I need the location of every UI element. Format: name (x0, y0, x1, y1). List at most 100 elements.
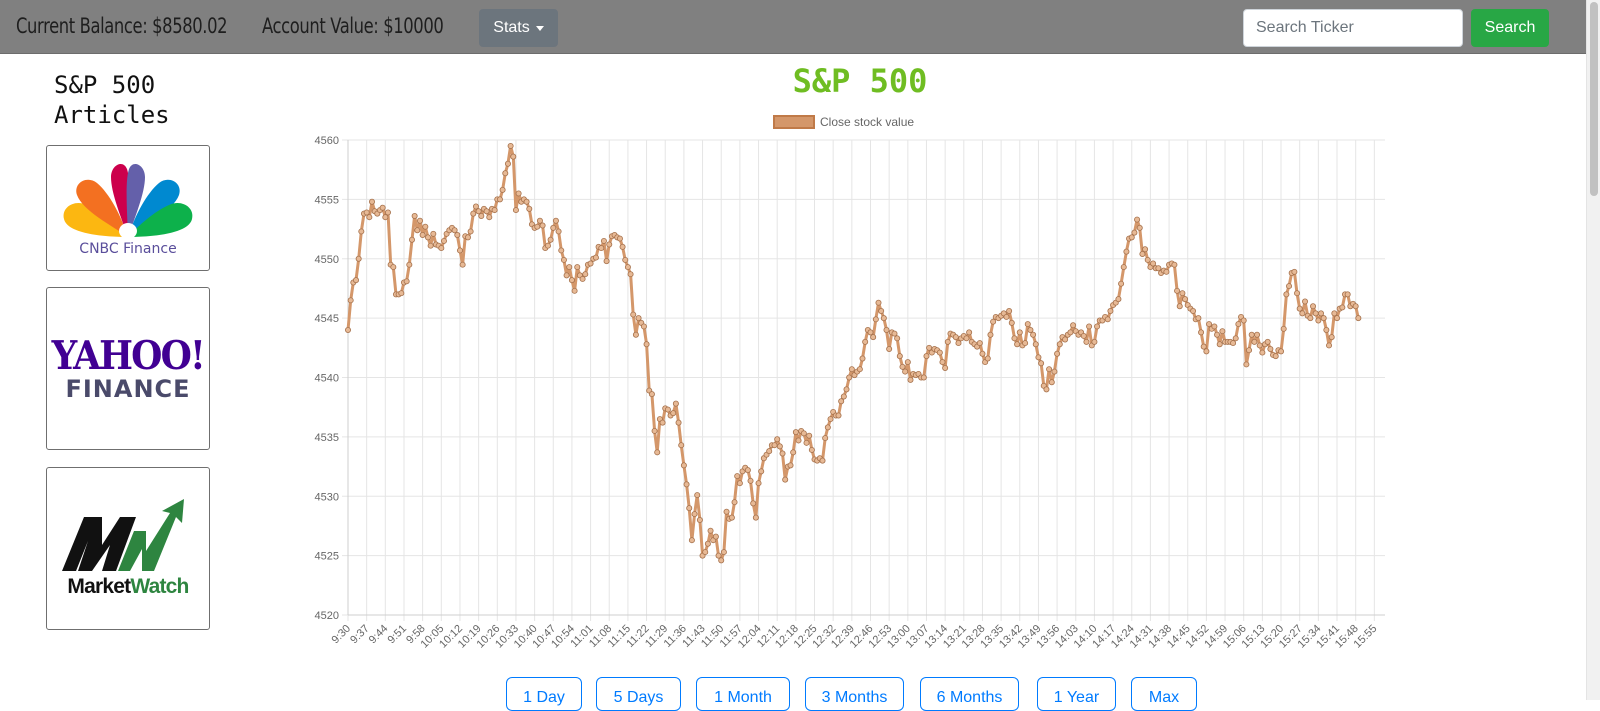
data-point (1211, 323, 1218, 330)
data-point (539, 222, 546, 229)
data-point (1027, 326, 1034, 333)
data-point (414, 227, 421, 234)
cnbc-peacock-logo-icon (63, 163, 193, 239)
data-point (771, 442, 778, 449)
range-button-3-months[interactable]: 3 Months (805, 677, 904, 711)
data-point (1320, 315, 1327, 322)
data-point (827, 416, 834, 423)
data-point (883, 326, 890, 333)
data-point (1230, 340, 1237, 347)
cnbc-finance-link[interactable]: CNBC Finance (46, 145, 210, 271)
data-point (454, 232, 461, 239)
data-point (456, 247, 463, 254)
data-point (416, 217, 423, 224)
range-button-1-month[interactable]: 1 Month (696, 677, 790, 711)
yahoo-finance-link[interactable]: YAHOO! FINANCE (46, 287, 210, 450)
data-point (920, 374, 927, 381)
data-point (582, 271, 589, 278)
data-point (560, 256, 567, 263)
data-point (603, 258, 610, 265)
data-point (1043, 386, 1050, 393)
data-point (1248, 331, 1255, 338)
data-point (688, 537, 695, 544)
data-point (440, 237, 447, 244)
data-point (752, 514, 759, 521)
account-value: Account Value: $10000 (262, 14, 444, 38)
data-point (976, 340, 983, 347)
range-button-6-months[interactable]: 6 Months (920, 677, 1019, 711)
data-point (643, 341, 650, 348)
data-point (859, 355, 866, 362)
data-point (555, 228, 562, 235)
data-point (619, 243, 626, 250)
data-point (1008, 319, 1015, 326)
data-point (422, 223, 429, 230)
data-point (1006, 307, 1013, 314)
data-point (718, 557, 725, 564)
data-point (630, 311, 637, 318)
search-button[interactable]: Search (1471, 9, 1549, 47)
data-point (1267, 345, 1274, 352)
data-point (512, 207, 519, 214)
data-point (795, 437, 802, 444)
data-point (723, 508, 730, 515)
data-point (598, 245, 605, 252)
marketwatch-link[interactable]: MarketWatch (46, 467, 210, 630)
data-point (774, 436, 781, 443)
data-point (651, 427, 658, 434)
data-point (510, 153, 517, 160)
data-point (758, 468, 765, 475)
data-point (382, 214, 389, 221)
marketwatch-label: MarketWatch (67, 574, 189, 599)
data-point (1118, 280, 1125, 287)
range-button-5-days[interactable]: 5 Days (596, 677, 681, 711)
marketwatch-label-watch: Watch (130, 574, 189, 598)
page-scrollbar[interactable] (1586, 0, 1600, 700)
data-point (379, 204, 386, 211)
range-button-1-year[interactable]: 1 Year (1037, 677, 1116, 711)
data-point (846, 374, 853, 381)
data-point (704, 540, 711, 547)
data-point (1355, 315, 1362, 322)
y-tick-label: 4540 (315, 373, 339, 385)
data-point (856, 366, 863, 373)
range-button-max[interactable]: Max (1131, 677, 1197, 711)
data-point (574, 264, 581, 271)
data-point (1142, 246, 1149, 253)
y-tick-label: 4545 (315, 313, 339, 325)
data-point (835, 412, 842, 419)
data-point (1195, 315, 1202, 322)
data-point (782, 476, 789, 483)
data-point (1022, 340, 1029, 347)
data-point (979, 350, 986, 357)
scrollbar-thumb[interactable] (1590, 2, 1598, 196)
data-point (766, 448, 773, 455)
data-point (1294, 290, 1301, 297)
data-point (1283, 291, 1290, 298)
data-point (1091, 338, 1098, 345)
data-point (686, 505, 693, 512)
x-tick-label: 9:37 (348, 623, 372, 647)
data-point (1150, 260, 1157, 267)
data-point (691, 511, 698, 518)
search-ticker-input[interactable] (1243, 9, 1463, 47)
data-point (886, 345, 893, 352)
data-point (1024, 321, 1031, 328)
data-point (1104, 316, 1111, 323)
data-point (904, 359, 911, 366)
stats-dropdown-button[interactable]: Stats (479, 9, 558, 47)
data-point (523, 198, 530, 205)
data-point (955, 340, 962, 347)
data-point (579, 275, 586, 282)
range-button-1-day[interactable]: 1 Day (506, 677, 582, 711)
data-point (475, 208, 482, 215)
current-balance: Current Balance: $8580.02 (16, 14, 228, 38)
articles-title: S&P 500 Articles (54, 71, 170, 129)
data-point (390, 264, 397, 271)
finance-logo-text: FINANCE (65, 374, 191, 403)
y-tick-label: 4555 (315, 194, 339, 206)
data-point (507, 142, 514, 149)
data-point (1296, 305, 1303, 312)
y-tick-label: 4550 (315, 254, 339, 266)
data-point (1070, 322, 1077, 329)
